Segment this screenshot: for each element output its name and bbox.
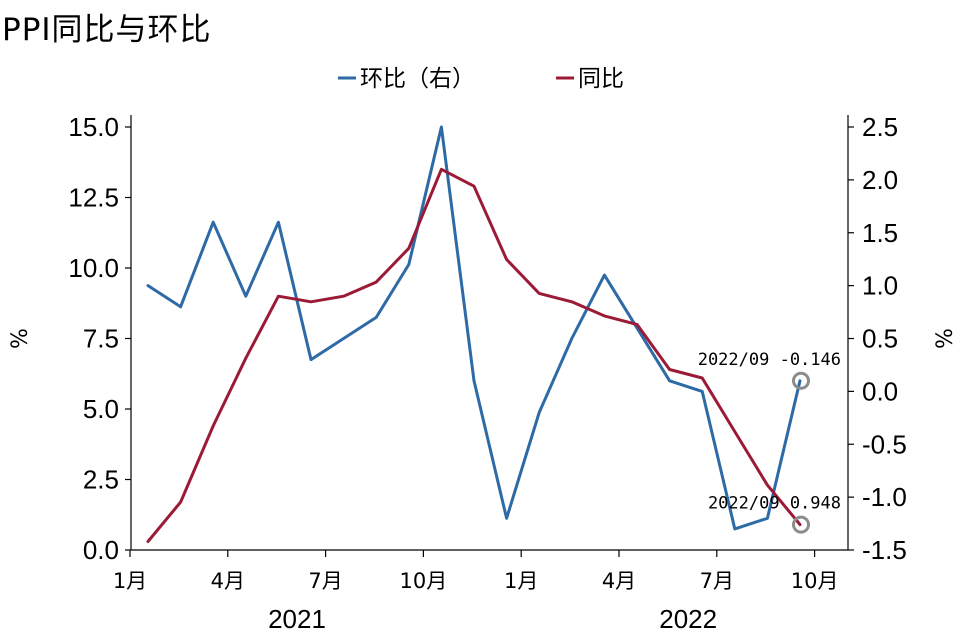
x-tick-label: 1月 — [504, 569, 538, 593]
year-label: 2021 — [268, 604, 326, 634]
y-left-tick-label: 2.5 — [83, 465, 119, 495]
y-right-label: % — [933, 328, 958, 349]
y-left-tick-label: 15.0 — [68, 112, 119, 142]
y-right-tick-label: 1.5 — [862, 218, 898, 248]
y-right-tick-label: -1.0 — [862, 482, 907, 512]
x-tick-label: 7月 — [308, 569, 342, 593]
series-lines — [146, 125, 802, 543]
chart-title: PPI同比与环比 — [2, 12, 212, 48]
y-left-label: % — [8, 328, 33, 349]
annotations: 2022/09 -0.146 2022/09 0.948 — [698, 350, 841, 534]
yoy-series-line — [146, 167, 802, 543]
year-label: 2022 — [659, 604, 717, 634]
y-left-tick-label: 0.0 — [83, 535, 119, 565]
y-right-tick-label: 2.5 — [862, 112, 898, 142]
y-left-tick-label: 7.5 — [83, 324, 119, 354]
x-tick-label: 10月 — [791, 569, 839, 593]
y-left-tick-label: 10.0 — [68, 253, 119, 283]
axes: 0.0 2.5 5.0 7.5 10.0 12.5 15.0 -1.5 -1.0 -0.5 0.0 0… — [8, 112, 958, 634]
legend-label: 同比 — [578, 66, 624, 92]
x-tick-label: 1月 — [113, 569, 147, 593]
mom-series-line — [146, 125, 802, 531]
y-right-tick-label: 0.5 — [862, 324, 898, 354]
annotation-label: 2022/09 0.948 — [708, 494, 841, 514]
y-right-tick-label: -1.5 — [862, 535, 907, 565]
annotation-marker — [792, 371, 810, 390]
x-tick-label: 4月 — [211, 569, 245, 593]
x-tick-label: 4月 — [602, 569, 636, 593]
legend-label: 环比（右） — [360, 66, 475, 92]
y-left-tick-label: 12.5 — [68, 183, 119, 213]
legend: 环比（右） 同比 — [338, 66, 624, 92]
y-right-tick-label: -0.5 — [862, 429, 907, 459]
y-right-tick-label: 1.0 — [862, 271, 898, 301]
y-left-tick-label: 5.0 — [83, 394, 119, 424]
annotation-label: 2022/09 -0.146 — [698, 350, 841, 370]
annotation-marker — [792, 515, 810, 534]
y-right-tick-label: 2.0 — [862, 165, 898, 195]
x-tick-label: 7月 — [700, 569, 734, 593]
x-tick-label: 10月 — [400, 569, 448, 593]
y-right-tick-label: 0.0 — [862, 376, 898, 406]
